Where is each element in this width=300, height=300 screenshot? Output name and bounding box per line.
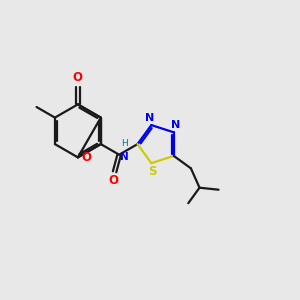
- Text: O: O: [82, 151, 92, 164]
- Text: O: O: [73, 71, 83, 84]
- Text: N: N: [171, 120, 180, 130]
- Text: S: S: [148, 165, 157, 178]
- Text: H: H: [122, 139, 128, 148]
- Text: N: N: [120, 152, 129, 162]
- Text: N: N: [145, 113, 154, 123]
- Text: O: O: [108, 174, 118, 187]
